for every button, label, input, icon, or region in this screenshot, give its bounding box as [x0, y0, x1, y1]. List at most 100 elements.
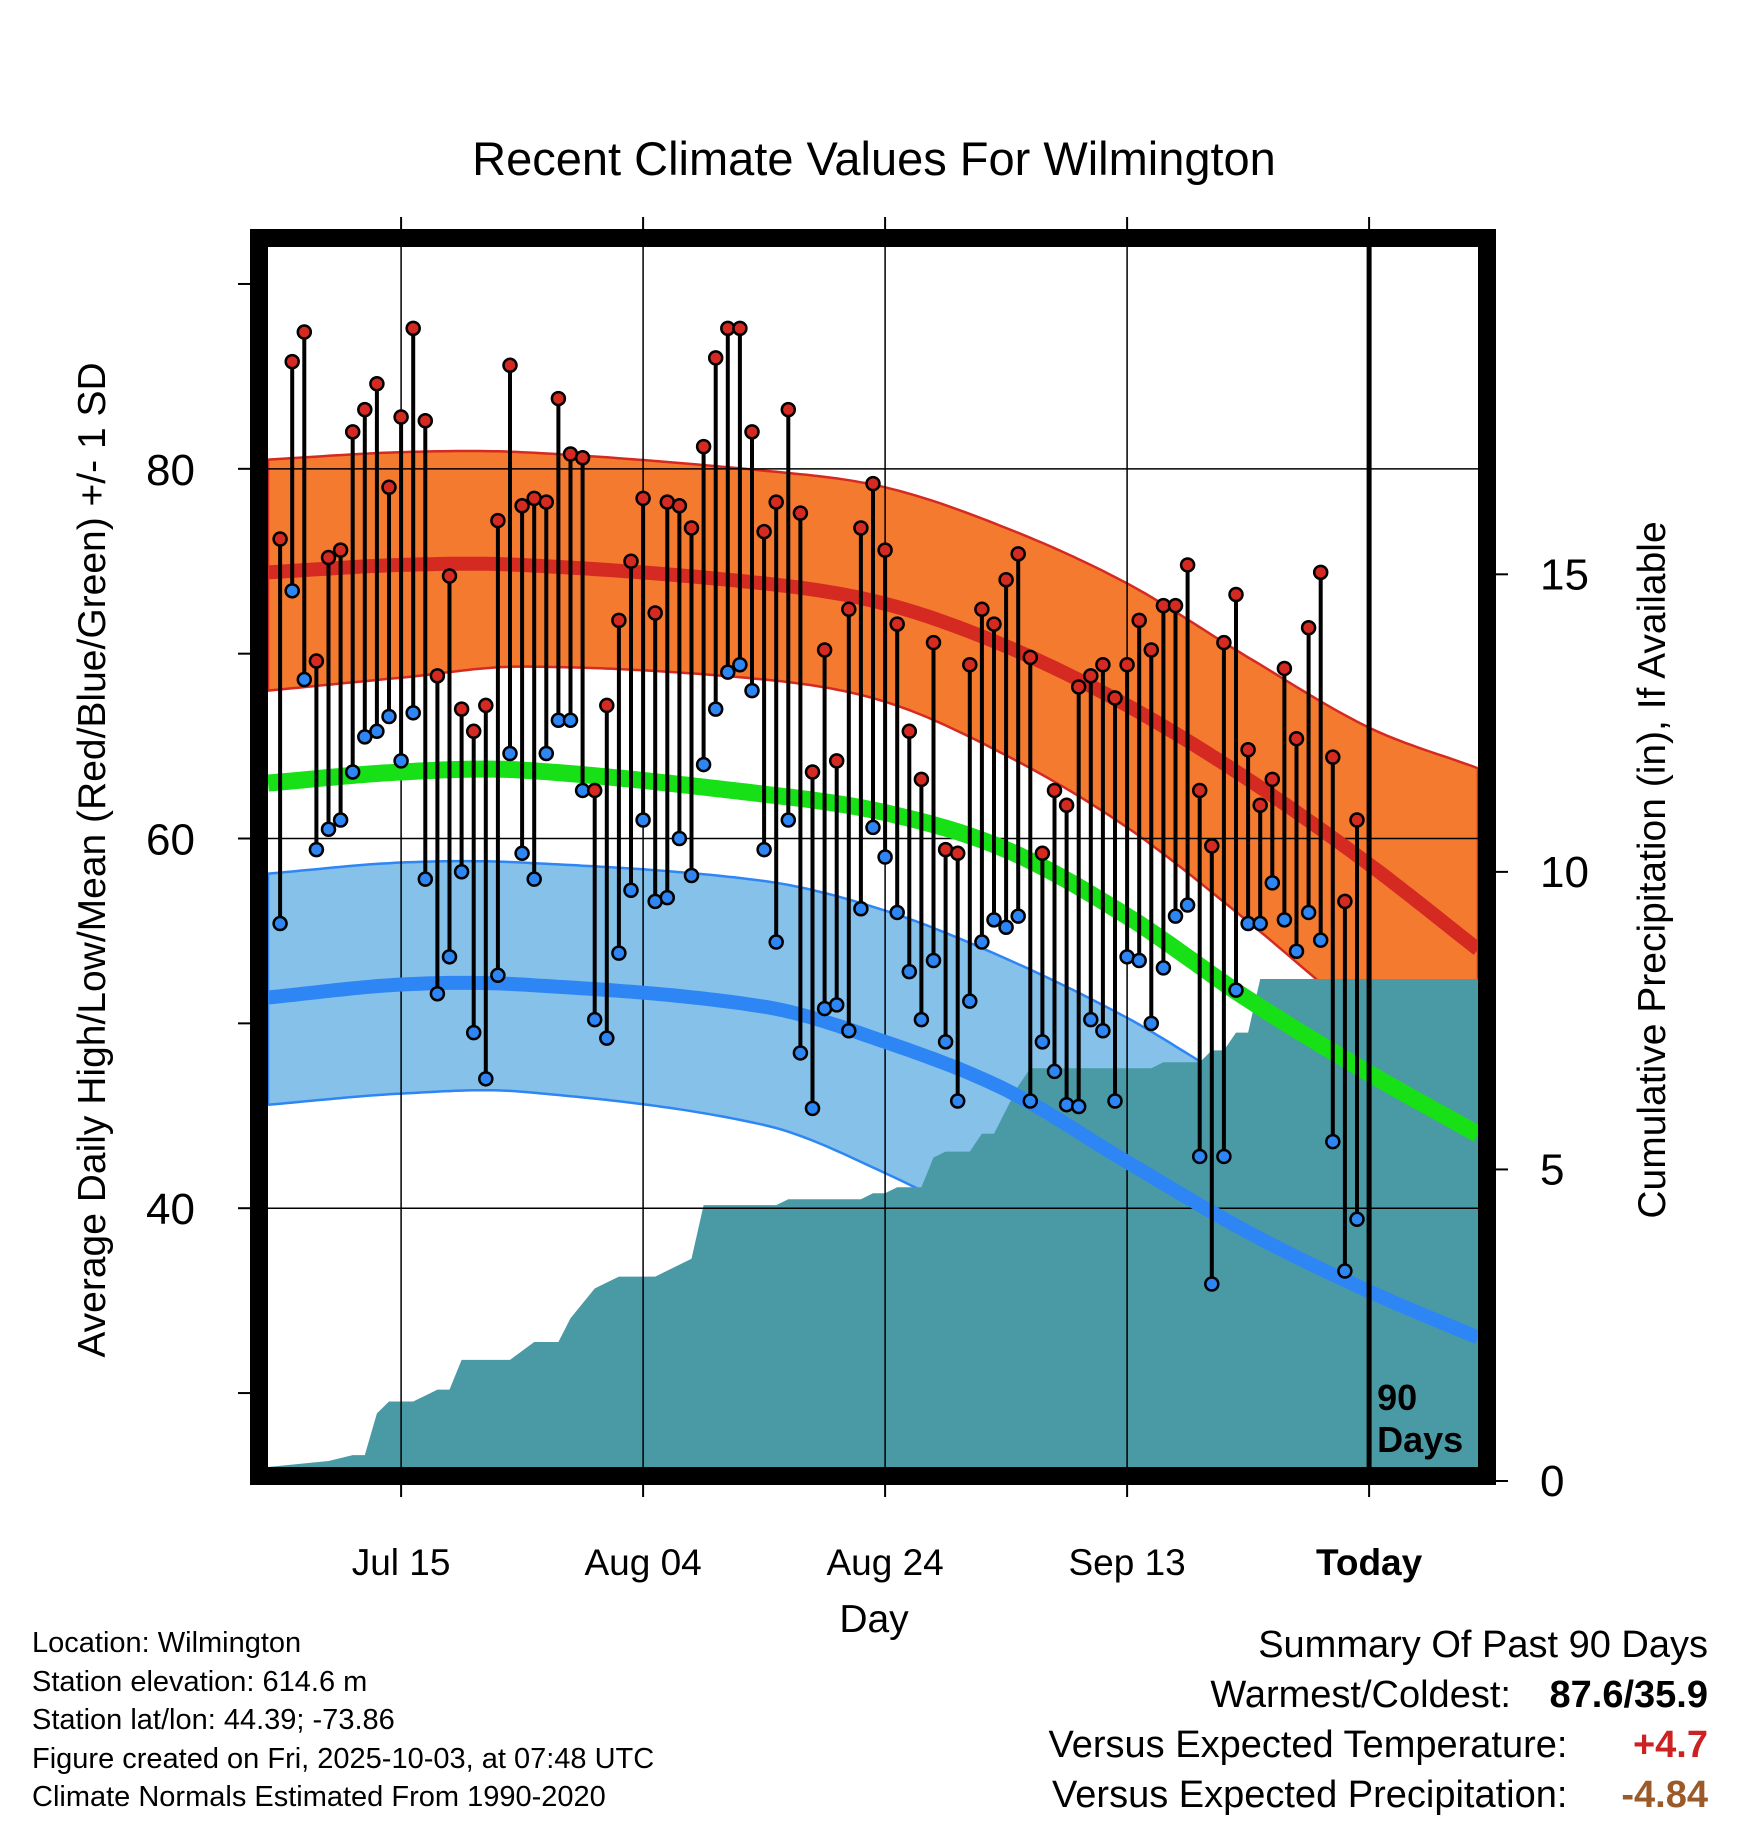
daily-low-point — [732, 657, 748, 673]
location-text: Location: Wilmington — [32, 1627, 302, 1659]
warm-cold-value: 87.6/35.9 — [1549, 1674, 1708, 1716]
daily-high-point — [296, 324, 313, 340]
daily-low-point — [828, 997, 845, 1013]
daily-low-point — [889, 904, 905, 921]
daily-low-point — [877, 849, 893, 865]
daily-high-point — [1083, 668, 1099, 684]
daily-low-point — [514, 845, 530, 862]
daily-high-point — [490, 512, 506, 529]
daily-low-point — [1325, 1133, 1341, 1150]
daily-high-point — [1167, 597, 1184, 614]
daily-low-point — [1167, 908, 1184, 924]
daily-high-point — [1264, 771, 1281, 788]
daily-high-point — [913, 771, 930, 788]
daily-low-point — [1300, 904, 1317, 921]
daily-low-point — [913, 1011, 930, 1028]
warm-cold-label: Warmest/Coldest: — [1210, 1674, 1511, 1716]
daily-low-point — [707, 701, 724, 717]
daily-high-point — [550, 390, 567, 407]
daily-high-point — [538, 494, 555, 510]
plot-frame — [250, 229, 1496, 1485]
daily-low-point — [635, 812, 651, 828]
precip-label: Versus Expected Precipitation: — [1052, 1774, 1568, 1816]
daily-high-point — [453, 701, 470, 717]
daily-high-point — [1070, 679, 1087, 695]
daily-low-point — [538, 745, 555, 762]
daily-low-point — [974, 934, 990, 950]
today-days-label: Days — [1377, 1419, 1463, 1460]
daily-low-point — [453, 864, 470, 880]
daily-low-point — [1070, 1098, 1087, 1115]
daily-high-point — [1312, 564, 1329, 581]
daily-low-point — [1204, 1276, 1220, 1292]
daily-high-point — [308, 653, 325, 669]
daily-low-point — [1107, 1093, 1123, 1109]
daily-low-point — [344, 764, 361, 780]
y2-tick-label: 15 — [1540, 550, 1589, 599]
daily-low-point — [780, 812, 797, 828]
daily-low-point — [756, 841, 772, 858]
daily-low-point — [998, 919, 1014, 935]
daily-low-point — [1083, 1011, 1099, 1028]
daily-high-point — [1131, 612, 1147, 629]
daily-high-point — [405, 320, 421, 337]
daily-high-point — [695, 438, 712, 455]
daily-high-point — [611, 612, 627, 629]
daily-high-point — [1252, 797, 1268, 813]
daily-high-point — [853, 520, 869, 536]
daily-high-point — [1349, 812, 1365, 828]
daily-low-point — [1349, 1211, 1365, 1228]
daily-high-point — [1107, 690, 1123, 706]
daily-high-point — [1216, 634, 1232, 651]
daily-high-point — [865, 475, 881, 492]
daily-high-point — [756, 523, 772, 540]
daily-low-point — [1155, 960, 1172, 976]
daily-low-point — [962, 993, 978, 1009]
daily-high-point — [478, 697, 494, 714]
daily-high-point — [393, 409, 409, 425]
daily-high-point — [1046, 782, 1063, 799]
daily-low-point — [417, 871, 434, 887]
daily-low-point — [465, 1024, 482, 1041]
daily-low-point — [1046, 1063, 1063, 1080]
daily-low-point — [671, 830, 688, 847]
temp-value: +4.7 — [1632, 1724, 1708, 1766]
summary-temp: Versus Expected Temperature: +4.7 — [908, 1720, 1708, 1770]
y-tick-label: 40 — [146, 1185, 195, 1234]
daily-high-point — [1337, 893, 1353, 910]
daily-low-point — [381, 708, 397, 725]
daily-low-point — [1095, 1023, 1111, 1039]
daily-high-point — [332, 542, 349, 558]
x-tick-label: Jul 15 — [352, 1542, 451, 1583]
daily-low-point — [768, 934, 784, 950]
daily-high-point — [1276, 660, 1293, 677]
normal-low-line — [268, 975, 1478, 1345]
daily-low-point — [478, 1071, 494, 1087]
daily-low-point — [393, 753, 409, 769]
daily-low-point — [1312, 932, 1329, 948]
daily-low-point — [865, 819, 881, 836]
daily-high-point — [1034, 845, 1051, 862]
daily-low-point — [720, 664, 736, 680]
daily-high-point — [792, 505, 809, 521]
daily-low-point — [502, 745, 518, 762]
daily-low-point — [925, 952, 942, 969]
daily-low-point — [1022, 1093, 1039, 1109]
summary-heading: Summary Of Past 90 Days — [1258, 1624, 1708, 1666]
daily-low-point — [405, 705, 421, 721]
daily-low-point — [357, 729, 373, 745]
daily-low-point — [272, 915, 288, 932]
daily-high-point — [889, 616, 905, 632]
daily-low-point — [1228, 982, 1244, 998]
daily-high-point — [1325, 749, 1341, 765]
daily-high-point — [1010, 546, 1026, 562]
daily-high-point — [465, 723, 482, 740]
daily-low-point — [1252, 915, 1268, 932]
daily-low-point — [562, 712, 579, 728]
daily-high-point — [599, 697, 615, 714]
created-text: Figure created on Fri, 2025-10-03, at 07… — [32, 1742, 655, 1775]
daily-low-point — [1131, 952, 1147, 969]
daily-high-point — [1240, 742, 1256, 758]
latlon-text: Station lat/lon: 44.39; -73.86 — [32, 1704, 395, 1736]
